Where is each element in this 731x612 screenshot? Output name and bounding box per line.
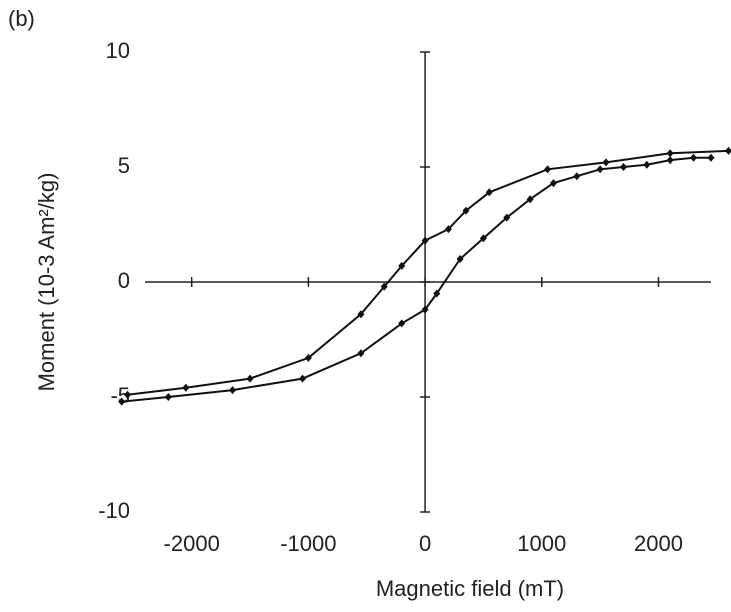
point-marker — [304, 353, 312, 362]
point-marker — [666, 156, 674, 165]
y-tick-label: -10 — [98, 498, 130, 523]
point-marker — [689, 153, 697, 162]
x-axis-label: Magnetic field (mT) — [376, 576, 564, 601]
point-marker — [444, 225, 452, 234]
point-marker — [544, 165, 552, 174]
y-tick-label: 0 — [118, 268, 130, 293]
point-marker — [602, 158, 610, 167]
point-marker — [398, 261, 406, 270]
point-marker — [549, 179, 557, 188]
point-marker — [573, 172, 581, 181]
panel-label: (b) — [8, 6, 35, 31]
point-marker — [462, 206, 470, 215]
x-tick-label: 1000 — [517, 531, 566, 556]
point-marker — [596, 165, 604, 174]
point-marker — [725, 146, 731, 155]
point-marker — [526, 195, 534, 204]
x-tick-label: 2000 — [634, 531, 683, 556]
y-tick-label: 10 — [106, 38, 130, 63]
point-marker — [118, 397, 126, 406]
point-marker — [456, 255, 464, 263]
y-tick-label: 5 — [118, 153, 130, 178]
point-marker — [380, 282, 388, 291]
y-axis-label: Moment (10-3 Am²/kg) — [34, 173, 59, 392]
point-marker — [299, 374, 307, 383]
point-marker — [479, 234, 487, 243]
point-marker — [619, 163, 627, 171]
point-marker — [707, 153, 715, 162]
point-marker — [433, 289, 441, 298]
x-tick-label: -1000 — [280, 531, 336, 556]
point-marker — [421, 305, 429, 314]
series-line — [121, 156, 711, 403]
point-marker — [357, 349, 365, 358]
point-marker — [164, 393, 172, 401]
point-marker — [123, 390, 131, 399]
point-marker — [643, 160, 651, 169]
point-marker — [485, 188, 493, 197]
point-marker — [182, 383, 190, 392]
point-marker — [503, 213, 511, 222]
x-tick-label: 0 — [419, 531, 431, 556]
series-line — [127, 149, 729, 396]
point-marker — [246, 374, 254, 383]
point-marker — [421, 236, 429, 245]
x-tick-label: -2000 — [164, 531, 220, 556]
point-marker — [357, 310, 365, 319]
point-marker — [398, 319, 406, 328]
point-marker — [229, 386, 237, 395]
point-marker — [666, 149, 674, 158]
